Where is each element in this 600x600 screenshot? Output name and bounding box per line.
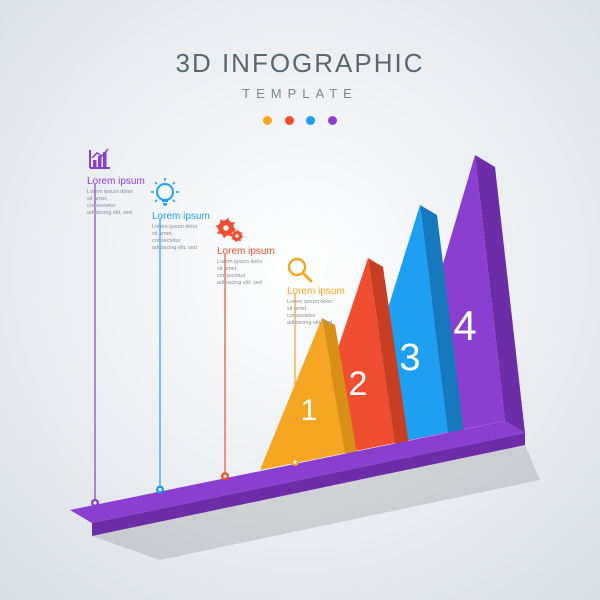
item-2-body-line: sit amet, (217, 266, 238, 272)
item-4-title: Lorem ipsum (87, 176, 145, 187)
infographic-stage: { "title": "3D INFOGRAPHIC", "subtitle":… (0, 0, 600, 600)
item-4-body-line: Lorem ipsum dolor (87, 189, 133, 195)
item-2-body-line: adipiscing elit, sed (217, 280, 262, 286)
chart-icon (90, 149, 110, 168)
chart-canvas: 1234Lorem ipsumLorem ipsum dolorsit amet… (0, 0, 600, 600)
item-3-title: Lorem ipsum (152, 211, 210, 222)
item-2-body-line: Lorem ipsum dolor (217, 259, 263, 265)
item-4-body-line: sit amet, (87, 196, 108, 202)
item-1-body-line: adipiscing elit, sed (287, 320, 332, 326)
item-1-body-line: Lorem ipsum dolor (287, 299, 333, 305)
item-4-body-line: adipiscing elit, sed (87, 210, 132, 216)
item-3-body-line: consectetur (152, 238, 181, 244)
svg-text:1: 1 (301, 394, 318, 427)
item-1-title: Lorem ipsum (287, 286, 345, 297)
svg-text:4: 4 (453, 302, 476, 349)
bulb-icon (151, 178, 179, 206)
item-3-body-line: sit amet, (152, 231, 173, 237)
gears-icon (215, 217, 243, 242)
item-2-body-line: consectetur (217, 273, 246, 279)
svg-text:3: 3 (399, 337, 420, 379)
item-1-body-line: sit amet, (287, 306, 308, 312)
svg-text:2: 2 (349, 365, 368, 403)
item-3-body-line: Lorem ipsum dolor (152, 224, 198, 230)
item-3-body-line: adipiscing elit, sed (152, 245, 197, 251)
item-2-title: Lorem ipsum (217, 246, 275, 257)
item-1-body-line: consectetur (287, 313, 316, 319)
item-4-body-line: consectetur (87, 203, 116, 209)
magnifier-icon (289, 259, 311, 281)
